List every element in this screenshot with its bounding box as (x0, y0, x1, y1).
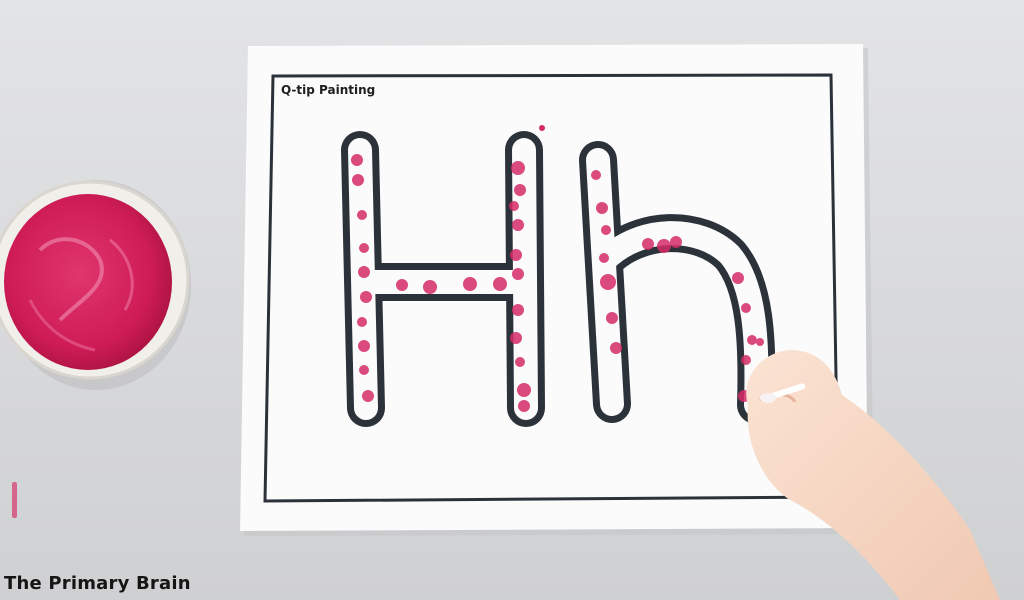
watermark-text: The Primary Brain (4, 573, 191, 594)
worksheet-title: Q-tip Painting (281, 83, 376, 97)
child-hand (746, 350, 1000, 600)
paint-speck (539, 125, 545, 131)
paint-cup (0, 180, 191, 390)
paint-dots (351, 154, 764, 412)
paint-streak (12, 482, 17, 518)
worksheet-paper (240, 44, 868, 531)
